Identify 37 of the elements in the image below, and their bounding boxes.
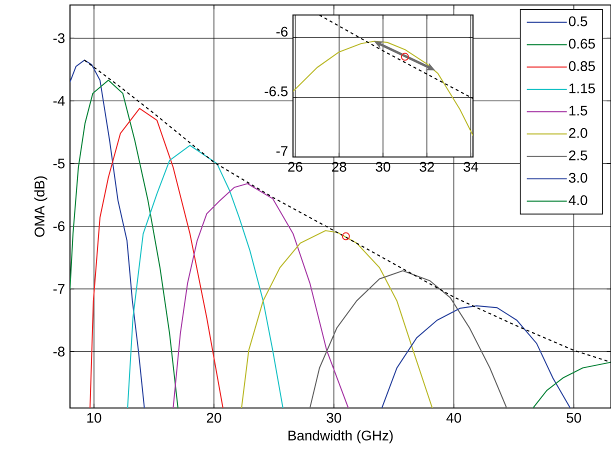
y-tick-label: -6	[276, 26, 288, 37]
legend-label: 2.0	[569, 128, 588, 138]
y-axis-title: OMA (dB)	[34, 176, 48, 237]
x-tick-label: 26	[288, 162, 302, 172]
legend-label: 1.15	[569, 84, 595, 94]
y-tick-label: -6	[53, 221, 65, 232]
legend-label: 2.5	[569, 150, 588, 160]
legend-label: 4.0	[568, 195, 588, 206]
x-tick-label: 50	[566, 412, 582, 423]
x-tick-label: 40	[446, 412, 462, 423]
x-tick-label: 30	[376, 162, 390, 172]
legend-label: 0.85	[568, 61, 595, 72]
x-tick-label: 10	[87, 412, 102, 423]
y-tick-label: -4	[53, 96, 65, 106]
legend-label: 3.0	[568, 172, 588, 183]
line-series	[172, 183, 349, 408]
x-tick-label: 34	[464, 162, 478, 172]
line-series	[89, 108, 224, 408]
line-series	[309, 270, 508, 408]
y-tick-label: -7	[53, 284, 64, 294]
legend-label: 0.65	[568, 38, 595, 49]
line-series	[532, 362, 611, 408]
line-series	[381, 305, 571, 408]
y-tick-label: -7	[276, 146, 288, 156]
x-tick-label: 30	[326, 412, 342, 423]
line-series	[70, 80, 179, 408]
x-tick-label: 32	[420, 162, 434, 172]
legend-label: 0.5	[568, 16, 588, 26]
y-tick-label: -3	[53, 33, 65, 44]
line-series	[70, 60, 145, 408]
legend-label: 1.5	[569, 106, 588, 116]
y-tick-label: -6.5	[264, 86, 288, 96]
y-tick-label: -5	[53, 158, 65, 168]
y-tick-label: -8	[53, 346, 65, 357]
x-tick-label: 20	[206, 412, 222, 423]
x-axis-title: Bandwidth (GHz)	[288, 430, 393, 444]
line-series	[240, 230, 433, 408]
